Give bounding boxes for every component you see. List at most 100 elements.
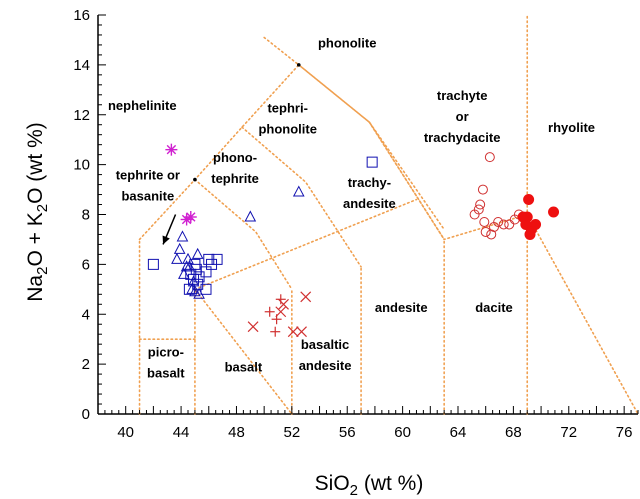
- square-point: [366, 156, 378, 168]
- field-label-phonolite: phonolite: [318, 35, 377, 50]
- y-tick-label: 4: [82, 306, 90, 323]
- y-tick-label: 10: [73, 157, 90, 174]
- open-circle-point: [480, 226, 491, 237]
- data-points: [147, 143, 560, 338]
- field-label-picro-basalt: picro-: [148, 345, 184, 360]
- x-axis-title: SiO2 (wt %): [315, 472, 424, 499]
- asterisk-stroke: [166, 144, 177, 155]
- field-boundary: [526, 213, 639, 415]
- field-labels: phonolite nephelinite tephri-phonolite trac…: [108, 35, 595, 380]
- cross-stroke: [247, 321, 259, 333]
- y-tick-label: 0: [82, 406, 90, 423]
- field-boundary: [368, 121, 445, 241]
- x-tick-label: 60: [394, 424, 411, 441]
- cross-point: [287, 326, 299, 338]
- field-boundary: [263, 36, 300, 66]
- open-circle-point: [484, 152, 495, 163]
- triangle-point: [191, 247, 204, 259]
- field-label-basaltic-andesite: andesite: [299, 358, 352, 373]
- y-tick-label: 12: [73, 107, 90, 124]
- field-boundary: [138, 63, 445, 241]
- x-tick-label: 56: [339, 424, 356, 441]
- boundary-node: [296, 63, 301, 67]
- square-point: [188, 273, 200, 285]
- x-tick-label: 72: [560, 424, 577, 441]
- field-label-phono-tephrite: phono-: [213, 150, 257, 165]
- field-label-dacite: dacite: [475, 300, 513, 315]
- x-tick-label: 68: [505, 424, 522, 441]
- filled-circle-point: [523, 194, 535, 206]
- triangle-point: [180, 260, 193, 272]
- cross-stroke: [287, 326, 299, 338]
- plus-point: [275, 294, 286, 305]
- y-tick-label: 2: [82, 356, 90, 373]
- x-tick-label: 64: [450, 424, 467, 441]
- open-circle-point: [479, 216, 490, 227]
- square-point: [193, 271, 205, 283]
- filled-circle-point: [530, 218, 542, 230]
- field-label-trachy-andesite: trachy-: [348, 175, 391, 190]
- y-tick-label: 16: [73, 7, 90, 24]
- open-circle-point: [504, 219, 515, 230]
- open-circle-point: [469, 209, 480, 220]
- field-label-tephri-phonolite: phonolite: [258, 121, 317, 136]
- plus-point: [270, 326, 281, 337]
- field-boundary: [194, 286, 293, 415]
- field-label-trachyte: or: [456, 109, 469, 124]
- asterisk-point: [165, 143, 178, 156]
- triangle-point: [178, 267, 190, 279]
- asterisk-point: [180, 213, 193, 226]
- square-point: [206, 258, 218, 270]
- cross-stroke: [296, 326, 307, 338]
- y-tick-label: 8: [82, 207, 90, 224]
- open-circle-point: [475, 199, 486, 210]
- x-tick-label: 52: [284, 424, 301, 441]
- field-label-picro-basalt: basalt: [147, 366, 185, 381]
- field-label-trachyte: trachyte: [437, 88, 488, 103]
- boundary-node: [193, 177, 197, 182]
- arrow-head: [162, 235, 170, 245]
- open-circle-point: [477, 184, 488, 195]
- triangle-point: [176, 230, 189, 242]
- x-tick-label: 76: [616, 424, 633, 441]
- filled-circle-point: [524, 228, 536, 240]
- cross-point: [247, 321, 259, 333]
- cross-point: [278, 298, 289, 310]
- asterisk-stroke: [181, 214, 192, 225]
- field-label-basaltic-andesite: basaltic: [301, 337, 349, 352]
- x-tick-label: 40: [117, 424, 134, 441]
- triangle-point: [173, 242, 186, 254]
- x-tick-label: 44: [173, 424, 190, 441]
- square-point: [200, 283, 212, 295]
- open-circle-point: [498, 219, 509, 230]
- triangle-point: [292, 185, 305, 197]
- triangle-point: [171, 252, 183, 264]
- field-label-phono-tephrite: tephrite: [211, 171, 259, 186]
- y-tick-label: 14: [73, 57, 90, 74]
- cross-point: [275, 306, 287, 318]
- field-boundary: [194, 178, 293, 291]
- field-boundaries: [138, 14, 639, 415]
- field-label-tephrite-basanite: basanite: [121, 189, 174, 204]
- open-circle-point: [493, 216, 504, 227]
- field-label-basalt: basalt: [225, 360, 263, 375]
- triangle-point: [244, 210, 257, 222]
- field-label-rhyolite: rhyolite: [548, 120, 595, 135]
- field-boundary: [241, 126, 362, 268]
- triangle-point: [189, 285, 201, 297]
- y-axis-title: Na2O + K2O (wt %): [24, 122, 51, 302]
- triangle-point: [182, 252, 194, 264]
- plus-point: [264, 306, 275, 317]
- square-point: [147, 258, 159, 270]
- field-label-andesite: andesite: [375, 300, 428, 315]
- field-boundary: [297, 64, 529, 241]
- field-label-tephri-phonolite: tephri-: [267, 100, 307, 115]
- cross-point: [296, 326, 307, 338]
- plus-point: [271, 314, 282, 325]
- field-boundary: [194, 198, 418, 291]
- field-label-trachy-andesite: andesite: [343, 196, 396, 211]
- open-circle-point: [486, 229, 497, 240]
- filled-circle-point: [548, 206, 560, 218]
